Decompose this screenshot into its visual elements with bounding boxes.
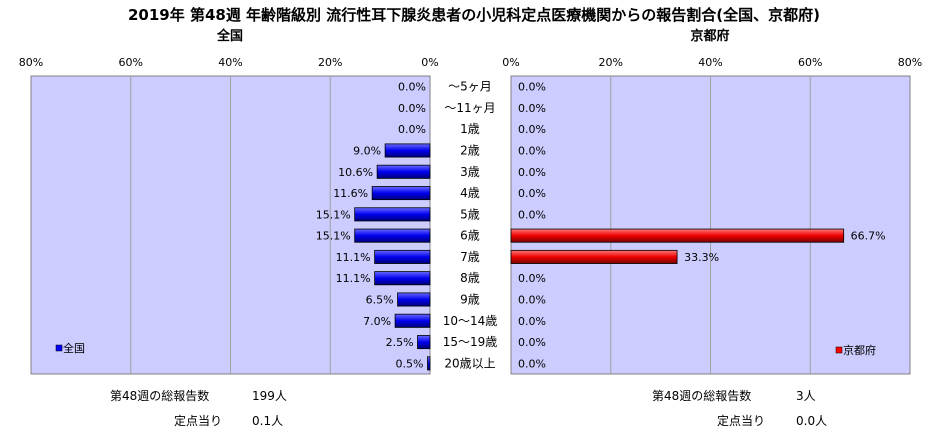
left-tick-label: 20% [318,56,342,69]
left-tick-label: 40% [218,56,242,69]
national-bar [397,292,431,307]
right-legend: 京都府 [835,343,876,357]
right-tick-label: 40% [698,56,722,69]
chart-title: 2019年 第48週 年齢階級別 流行性耳下腺炎患者の小児科定点医療機関からの報… [128,6,820,24]
kyoto-data-label: 0.0% [518,102,546,115]
category-label: 20歳以上 [444,356,495,370]
category-label: 4歳 [460,186,480,200]
category-label: 8歳 [460,271,480,285]
left-axis-tick-labels: 0% 20% 40% 60% 80% [19,56,439,69]
national-bar [354,207,431,222]
right-tick-label: 20% [599,56,623,69]
kyoto-data-label: 0.0% [518,357,546,370]
category-label: 9歳 [460,293,480,307]
right-tick-label: 0% [502,56,519,69]
kyoto-data-label: 0.0% [518,336,546,349]
right-per-label: 定点当り [717,414,766,428]
category-label: 6歳 [460,229,480,243]
national-data-label: 0.0% [398,81,426,94]
kyoto-data-label: 0.0% [518,208,546,221]
kyoto-data-label: 0.0% [518,123,546,136]
national-bar [354,228,431,243]
national-bar [427,356,431,371]
kyoto-data-label: 0.0% [518,272,546,285]
category-label: 10～14歳 [443,314,498,328]
kyoto-data-label: 0.0% [518,145,546,158]
category-labels: ～5ヶ月 ～11ヶ月 1歳 2歳 3歳 4歳 5歳 6歳 7歳 8歳 9歳 10～14歳 15～19歳 2… [443,80,498,371]
national-data-label: 7.0% [363,315,391,328]
category-label: 2歳 [460,144,480,158]
kyoto-data-label: 0.0% [518,294,546,307]
category-label: ～5ヶ月 [448,80,492,94]
left-legend-label: 全国 [63,341,85,355]
kyoto-data-label: 0.0% [518,187,546,200]
category-label: 5歳 [460,207,480,221]
national-data-label: 15.1% [316,230,351,243]
national-bar [394,313,431,328]
right-legend-label: 京都府 [843,343,876,357]
right-panel-title: 京都府 [690,28,729,44]
category-label: 3歳 [460,165,480,179]
national-data-label: 11.1% [336,272,371,285]
kyoto-bar [510,249,678,264]
right-per-value: 0.0人 [796,414,828,428]
left-legend: 全国 [55,341,85,355]
national-data-label: 0.0% [398,102,426,115]
kyoto-data-label: 0.0% [518,166,546,179]
left-plot-area: 0.0% 0.0% 0.0% 9.0% 10.6% 11.6% 15.1% 15.1% 11.1… [30,75,431,375]
category-label: 1歳 [460,122,480,136]
right-plot-area: 0.0% 0.0% 0.0% 0.0% 0.0% 0.0% 0.0% 66.7% 33.3% 0.… [510,75,911,375]
national-bar [371,186,431,201]
right-total-value: 3人 [796,389,816,403]
category-label: 15～19歳 [443,335,498,349]
national-data-label: 11.1% [336,251,371,264]
right-axis-tick-labels: 0% 20% 40% 60% 80% [502,56,922,69]
national-bar [384,143,431,158]
right-tick-label: 60% [798,56,822,69]
left-legend-swatch [55,344,63,352]
category-label: 7歳 [460,250,480,264]
right-total-label: 第48週の総報告数 [652,389,752,403]
left-total-value: 199人 [252,389,287,403]
right-tick-label: 80% [898,56,922,69]
national-data-label: 0.0% [398,123,426,136]
national-bar [374,249,431,264]
kyoto-data-label: 0.0% [518,81,546,94]
national-bar [376,164,431,179]
kyoto-data-label: 0.0% [518,315,546,328]
left-per-value: 0.1人 [252,414,284,428]
kyoto-data-label: 66.7% [851,230,886,243]
left-total-label: 第48週の総報告数 [110,389,210,403]
left-tick-label: 60% [119,56,143,69]
national-data-label: 6.5% [366,294,394,307]
national-data-label: 0.5% [396,357,424,370]
national-data-label: 2.5% [386,336,414,349]
national-bar [374,271,431,286]
left-per-label: 定点当り [174,414,223,428]
right-legend-swatch [835,346,843,354]
national-bar [417,335,431,350]
category-label: ～11ヶ月 [444,101,495,115]
left-tick-label: 80% [19,56,43,69]
kyoto-bar [510,228,845,243]
left-panel-title: 全国 [216,28,243,44]
national-data-label: 15.1% [316,208,351,221]
national-data-label: 11.6% [333,187,368,200]
national-data-label: 9.0% [353,145,381,158]
left-tick-label: 0% [421,56,438,69]
national-data-label: 10.6% [338,166,373,179]
kyoto-data-label: 33.3% [684,251,719,264]
